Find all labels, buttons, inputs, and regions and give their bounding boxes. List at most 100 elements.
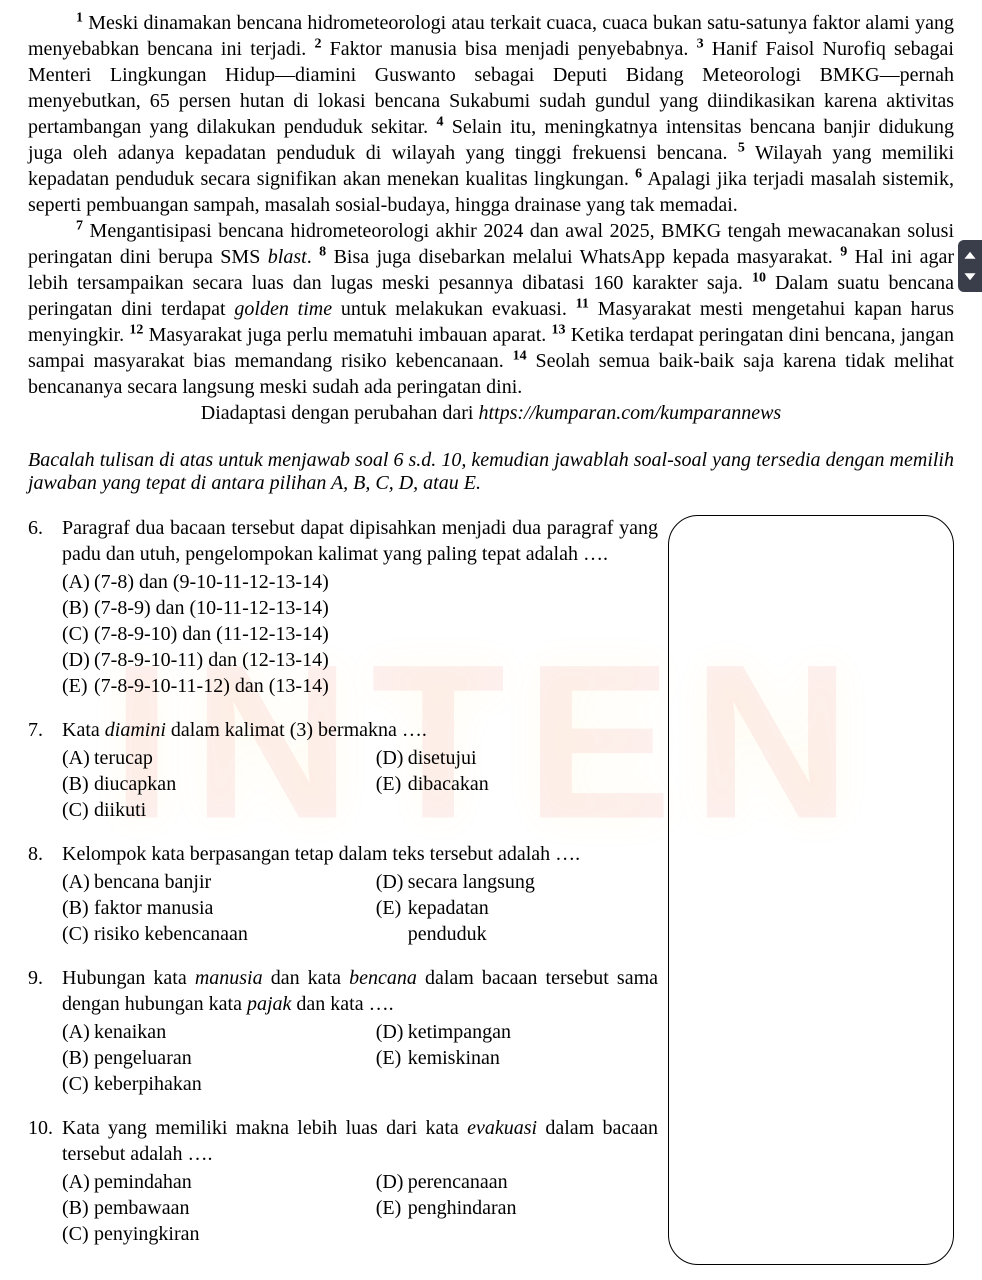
chevron-up-icon: [963, 249, 977, 263]
option-a[interactable]: (A)pemindahan: [62, 1169, 376, 1195]
option-label: (E): [376, 895, 408, 921]
option-label: (C): [62, 1071, 94, 1097]
option-text: dibacakan: [408, 773, 489, 795]
options-col-right: (D)disetujui (E)dibacakan: [376, 745, 658, 823]
option-text: kenaikan: [94, 1021, 166, 1043]
option-text: terucap: [94, 747, 153, 769]
instruction: Bacalah tulisan di atas untuk menjawab s…: [28, 449, 954, 495]
question-8: 8. Kelompok kata berpasangan tetap dalam…: [28, 841, 658, 947]
option-label: (B): [62, 1195, 94, 1221]
option-a[interactable]: (A)bencana banjir: [62, 869, 376, 895]
option-d[interactable]: (D)disetujui: [376, 745, 658, 771]
nav-up-button[interactable]: [960, 246, 980, 266]
sentence-marker: 3: [697, 36, 704, 51]
attribution: Diadaptasi dengan perubahan dari https:/…: [28, 402, 954, 425]
option-c[interactable]: (C)penyingkiran: [62, 1221, 376, 1247]
option-label: (A): [62, 569, 94, 595]
option-e[interactable]: (E)(7-8-9-10-11-12) dan (13-14): [62, 673, 658, 699]
sentence-marker: 7: [76, 218, 83, 233]
option-label: (D): [376, 745, 408, 771]
nav-arrows: [958, 240, 982, 292]
option-e-cont: penduduk: [376, 921, 658, 947]
option-c[interactable]: (C)diikuti: [62, 797, 376, 823]
sentence-marker: 5: [738, 140, 745, 155]
question-body: Paragraf dua bacaan tersebut dapat dipis…: [62, 515, 658, 699]
option-e[interactable]: (E)kepadatan: [376, 895, 658, 921]
option-c[interactable]: (C)keberpihakan: [62, 1071, 376, 1097]
options: (A)(7-8) dan (9-10-11-12-13-14) (B)(7-8-…: [62, 569, 658, 699]
options-col-left: (A)kenaikan (B)pengeluaran (C)keberpihak…: [62, 1019, 376, 1097]
option-b[interactable]: (B)diucapkan: [62, 771, 376, 797]
option-text: ketimpangan: [408, 1021, 511, 1043]
option-b[interactable]: (B)pembawaan: [62, 1195, 376, 1221]
option-label: (B): [62, 771, 94, 797]
option-text: perencanaan: [408, 1171, 508, 1193]
question-stem: Hubungan kata manusia dan kata bencana d…: [62, 965, 658, 1017]
option-label: (D): [376, 1019, 408, 1045]
option-d[interactable]: (D)secara langsung: [376, 869, 658, 895]
option-text: diikuti: [94, 799, 146, 821]
options: (A)kenaikan (B)pengeluaran (C)keberpihak…: [62, 1019, 658, 1097]
question-10: 10. Kata yang memiliki makna lebih luas …: [28, 1115, 658, 1247]
questions-wrap: 6. Paragraf dua bacaan tersebut dapat di…: [28, 515, 954, 1265]
sentence-marker: 12: [129, 322, 143, 337]
option-text: penduduk: [408, 923, 487, 945]
option-label: (C): [62, 921, 94, 947]
option-text: keberpihakan: [94, 1073, 202, 1095]
option-text: risiko kebencanaan: [94, 923, 248, 945]
option-text: (7-8-9-10) dan (11-12-13-14): [94, 623, 329, 645]
option-a[interactable]: (A)terucap: [62, 745, 376, 771]
options-col-right: (D)ketimpangan (E)kemiskinan: [376, 1019, 658, 1097]
option-text: diucapkan: [94, 773, 176, 795]
option-e[interactable]: (E)dibacakan: [376, 771, 658, 797]
content: 1 Meski dinamakan bencana hidrometeorolo…: [28, 10, 954, 1265]
stem-text: dalam kalimat (3) bermakna ….: [166, 719, 427, 741]
option-label: [376, 921, 408, 947]
stem-text: Hubungan kata: [62, 967, 195, 989]
option-label: (E): [376, 771, 408, 797]
italic-term: evakuasi: [467, 1117, 537, 1139]
option-b[interactable]: (B)(7-8-9) dan (10-11-12-13-14): [62, 595, 658, 621]
italic-term: bencana: [349, 967, 417, 989]
option-b[interactable]: (B)faktor manusia: [62, 895, 376, 921]
option-d[interactable]: (D)perencanaan: [376, 1169, 658, 1195]
option-text: penghindaran: [408, 1197, 517, 1219]
option-label: (E): [376, 1195, 408, 1221]
questions-column: 6. Paragraf dua bacaan tersebut dapat di…: [28, 515, 658, 1265]
option-a[interactable]: (A)kenaikan: [62, 1019, 376, 1045]
option-e[interactable]: (E)penghindaran: [376, 1195, 658, 1221]
sentence-text: Masyarakat juga perlu mematuhi imbauan a…: [143, 324, 551, 346]
option-a[interactable]: (A)(7-8) dan (9-10-11-12-13-14): [62, 569, 658, 595]
nav-down-button[interactable]: [960, 266, 980, 286]
option-label: (D): [376, 1169, 408, 1195]
option-e[interactable]: (E)kemiskinan: [376, 1045, 658, 1071]
option-text: disetujui: [408, 747, 477, 769]
sentence-text: Bisa juga disebarkan melalui WhatsApp ke…: [326, 246, 840, 268]
option-b[interactable]: (B)pengeluaran: [62, 1045, 376, 1071]
sentence-marker: 13: [552, 322, 566, 337]
option-label: (A): [62, 1169, 94, 1195]
options-col-right: (D)secara langsung (E)kepadatan penduduk: [376, 869, 658, 947]
options-col-left: (A)terucap (B)diucapkan (C)diikuti: [62, 745, 376, 823]
option-d[interactable]: (D)ketimpangan: [376, 1019, 658, 1045]
options: (A)terucap (B)diucapkan (C)diikuti (D)di…: [62, 745, 658, 823]
option-c[interactable]: (C)risiko kebencanaan: [62, 921, 376, 947]
option-label: (C): [62, 797, 94, 823]
sentence-text: .: [307, 246, 319, 268]
question-stem: Paragraf dua bacaan tersebut dapat dipis…: [62, 515, 658, 567]
option-c[interactable]: (C)(7-8-9-10) dan (11-12-13-14): [62, 621, 658, 647]
option-label: (A): [62, 745, 94, 771]
option-d[interactable]: (D)(7-8-9-10-11) dan (12-13-14): [62, 647, 658, 673]
option-text: (7-8-9) dan (10-11-12-13-14): [94, 597, 329, 619]
option-text: pengeluaran: [94, 1047, 192, 1069]
option-text: kepadatan: [408, 897, 489, 919]
stem-text: Kata: [62, 719, 105, 741]
italic-term: blast: [268, 246, 307, 268]
option-label: (E): [62, 673, 94, 699]
passage: 1 Meski dinamakan bencana hidrometeorolo…: [28, 10, 954, 400]
option-label: (D): [62, 647, 94, 673]
option-text: bencana banjir: [94, 871, 211, 893]
option-text: pembawaan: [94, 1197, 190, 1219]
options-col-right: (D)perencanaan (E)penghindaran: [376, 1169, 658, 1247]
question-9: 9. Hubungan kata manusia dan kata bencan…: [28, 965, 658, 1097]
